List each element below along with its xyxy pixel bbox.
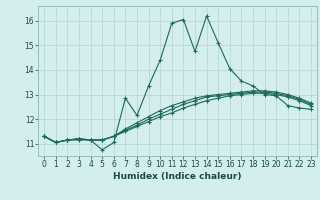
X-axis label: Humidex (Indice chaleur): Humidex (Indice chaleur) [113,172,242,181]
